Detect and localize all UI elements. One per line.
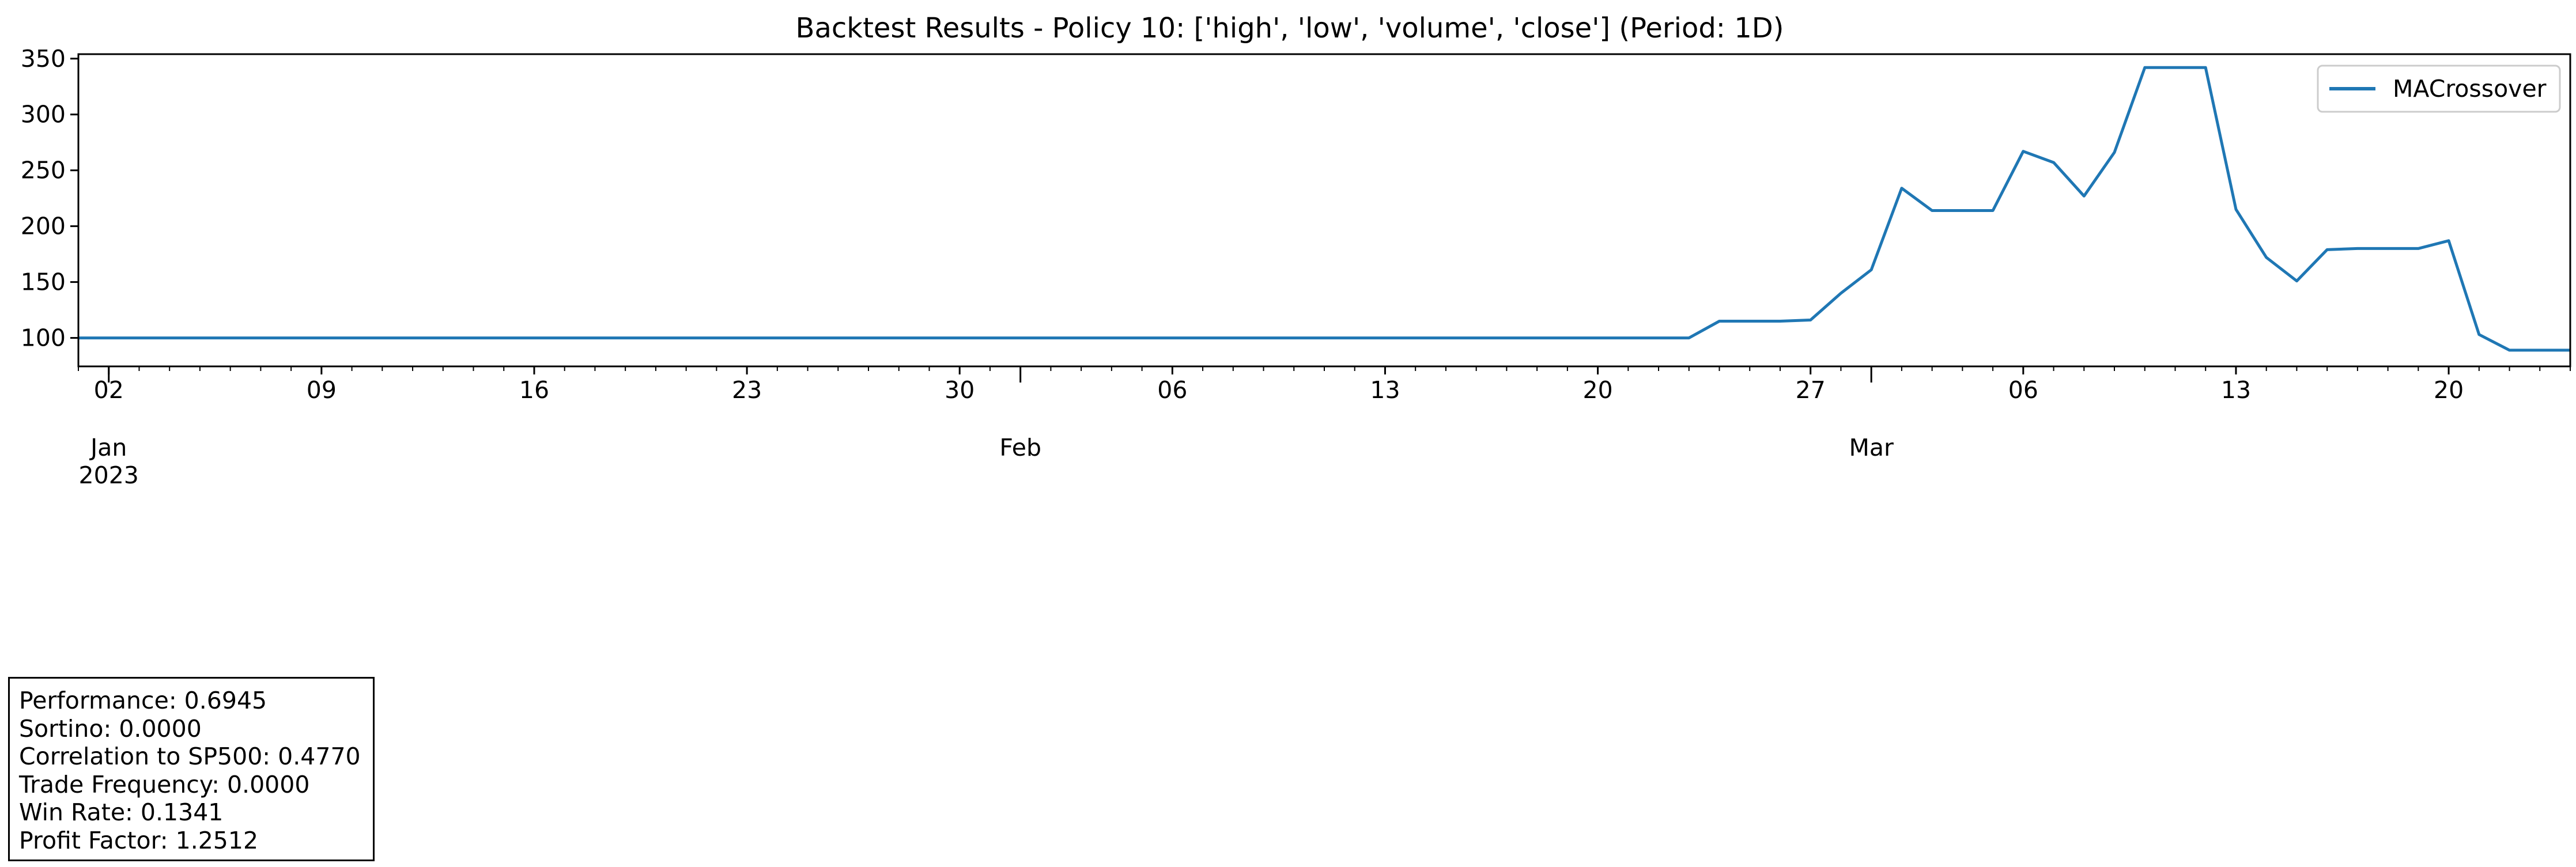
stat-trade-frequency: Trade Frequency: 0.0000 <box>19 770 310 798</box>
x-tick-label: 13 <box>1370 376 1400 404</box>
chart-title: Backtest Results - Policy 10: ['high', '… <box>796 12 1784 44</box>
series-layer <box>78 66 2570 352</box>
stat-sortino: Sortino: 0.0000 <box>19 714 202 743</box>
x-tick-label: 13 <box>2221 376 2251 404</box>
x-month-label: Mar <box>1849 434 1893 461</box>
legend-box <box>2317 65 2561 113</box>
y-tick-label: 200 <box>21 213 66 240</box>
stat-performance: Performance: 0.6945 <box>19 687 267 714</box>
x-tick-label: 27 <box>1796 376 1826 404</box>
x-tick-label: 20 <box>1582 376 1612 404</box>
plot-frame <box>77 53 2571 368</box>
y-tick-label: 150 <box>21 268 66 296</box>
legend-label: MACrossover <box>2393 75 2547 103</box>
x-tick-label: 23 <box>732 376 762 404</box>
x-tick-label: 06 <box>2008 376 2038 404</box>
x-year-label: 2023 <box>79 461 139 489</box>
y-tick-label: 350 <box>21 45 66 73</box>
x-tick-label: 09 <box>307 376 337 404</box>
x-tick-label: 16 <box>519 376 549 404</box>
series-line-macrossover <box>78 66 2570 352</box>
x-tick-label: 30 <box>945 376 975 404</box>
x-tick-label: 20 <box>2434 376 2464 404</box>
stat-correlation: Correlation to SP500: 0.4770 <box>19 743 361 770</box>
y-tick-label: 300 <box>21 101 66 128</box>
y-tick-label: 100 <box>21 324 66 352</box>
y-tick-label: 250 <box>21 157 66 184</box>
x-month-label: Jan <box>89 434 127 461</box>
x-tick-label: 06 <box>1157 376 1187 404</box>
stats-box: Performance: 0.6945 Sortino: 0.0000 Corr… <box>8 677 375 861</box>
legend: MACrossover <box>2317 65 2561 113</box>
stat-profit-factor: Profit Factor: 1.2512 <box>19 826 259 854</box>
stat-win-rate: Win Rate: 0.1341 <box>19 798 224 826</box>
x-month-label: Feb <box>999 434 1041 461</box>
